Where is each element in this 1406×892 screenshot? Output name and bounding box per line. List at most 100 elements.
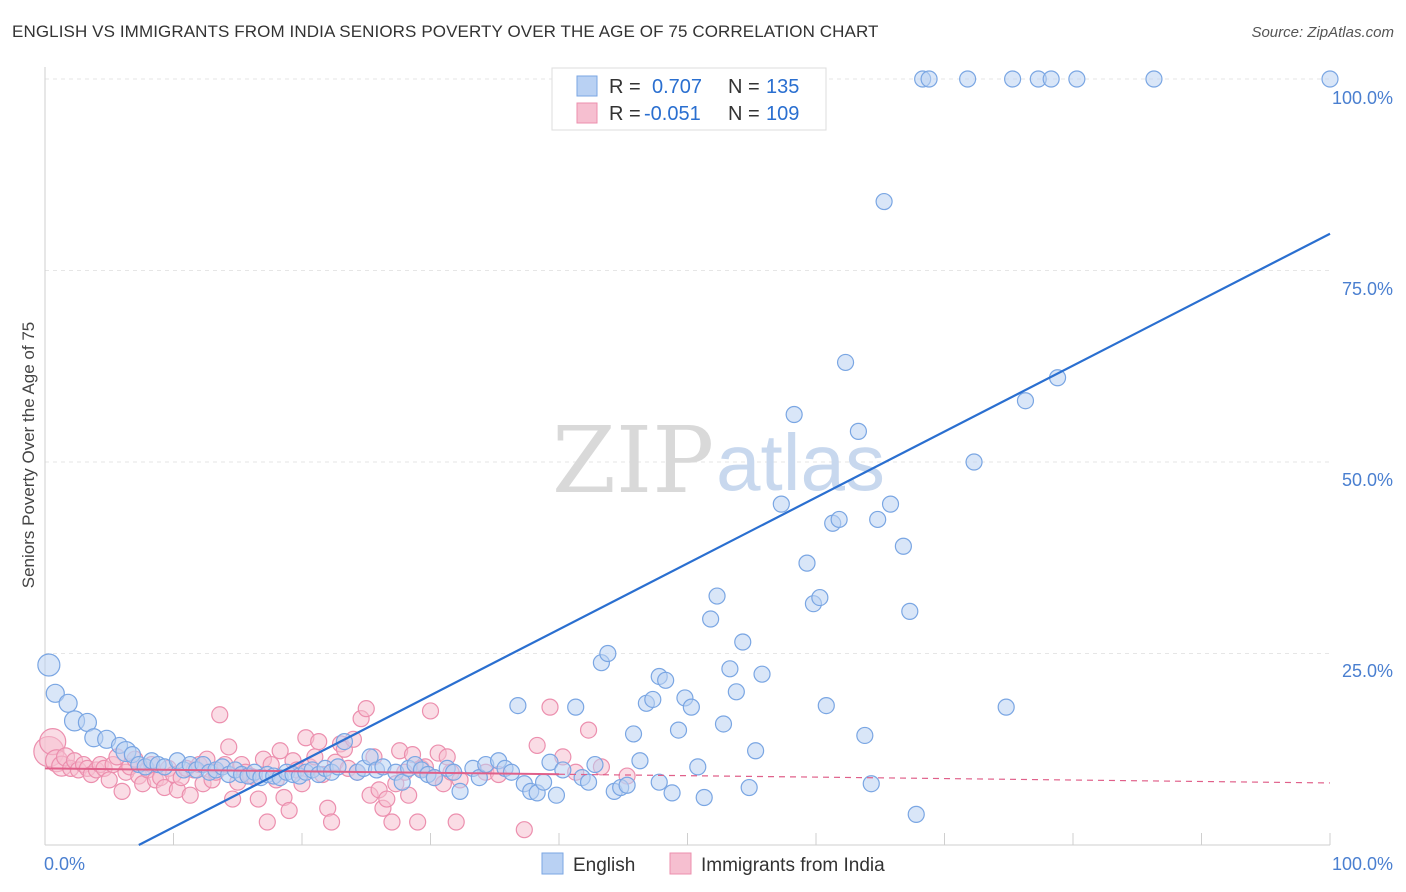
legend-india-swatch <box>576 102 598 124</box>
series-legend: English Immigrants from India <box>541 852 885 876</box>
english-point <box>695 788 713 807</box>
english-point <box>393 773 411 791</box>
india-point <box>378 790 396 808</box>
bottom-legend-english-label: English <box>573 855 635 876</box>
legend-english-swatch <box>576 75 598 97</box>
english-point <box>631 752 649 770</box>
english-point <box>669 721 688 739</box>
english-point <box>869 510 887 529</box>
english-point <box>798 554 816 572</box>
english-point <box>901 602 919 620</box>
bottom-legend-english-swatch <box>541 852 564 875</box>
english-point <box>644 690 662 709</box>
watermark-zip: ZIP <box>552 407 714 514</box>
y-tick-label: 75.0% <box>1342 279 1393 299</box>
india-point <box>515 821 533 839</box>
english-point <box>534 773 553 791</box>
english-point <box>58 693 78 713</box>
english-point <box>862 775 880 793</box>
english-point <box>663 784 681 802</box>
english-point <box>682 698 700 716</box>
english-point <box>1321 70 1339 88</box>
english-point <box>727 683 745 701</box>
legend-english-r-value: 0.707 <box>652 76 702 98</box>
india-point <box>579 721 598 739</box>
source-label: Source: ZipAtlas.com <box>1251 24 1394 41</box>
english-point <box>785 405 803 424</box>
correlation-legend: R = 0.707 N = 135 R = -0.051 N = 109 <box>551 67 827 131</box>
english-point <box>599 644 617 663</box>
english-point <box>567 698 585 716</box>
english-point <box>1016 392 1035 410</box>
english-point <box>817 696 835 715</box>
english-point <box>830 510 848 529</box>
english-point <box>1048 369 1067 387</box>
india-point <box>258 813 276 831</box>
legend-india-r-label: R = <box>609 103 641 125</box>
x-tick-label: 0.0% <box>44 854 85 874</box>
english-point <box>875 192 893 211</box>
legend-english-n-value: 135 <box>766 76 799 98</box>
chart-title: ENGLISH VS IMMIGRANTS FROM INDIA SENIORS… <box>12 22 879 41</box>
india-point <box>113 782 131 800</box>
english-point <box>849 422 868 440</box>
english-point <box>547 786 566 804</box>
y-axis-title: Seniors Poverty Over the Age of 75 <box>19 322 38 588</box>
legend-india-r-value: -0.051 <box>644 103 701 125</box>
x-axis-ticks <box>173 833 1331 845</box>
english-point <box>1004 70 1022 88</box>
english-point <box>734 633 752 651</box>
english-point <box>708 587 726 605</box>
india-point <box>220 738 238 756</box>
english-point <box>959 70 977 88</box>
english-point <box>856 726 874 745</box>
y-tick-label: 50.0% <box>1342 470 1393 490</box>
legend-india-n-label: N = <box>728 103 760 125</box>
india-point <box>271 742 289 760</box>
english-point <box>509 696 527 715</box>
bottom-legend-india-label: Immigrants from India <box>701 855 885 876</box>
india-point <box>528 736 546 755</box>
english-point <box>811 588 829 607</box>
english-point <box>772 495 790 513</box>
legend-english-r-label: R = <box>609 76 641 98</box>
india-point <box>357 700 375 718</box>
english-point <box>714 715 733 733</box>
english-point <box>721 660 739 678</box>
india-point <box>211 706 229 724</box>
english-point <box>579 773 598 791</box>
india-trend-line <box>44 767 560 776</box>
y-tick-label: 100.0% <box>1332 88 1393 108</box>
legend-india-n-value: 109 <box>766 103 799 125</box>
india-point <box>181 786 199 804</box>
english-point <box>997 698 1015 716</box>
india-point <box>541 698 559 716</box>
english-point <box>1068 70 1086 88</box>
india-point <box>100 771 118 789</box>
english-point <box>451 782 469 800</box>
english-point <box>624 725 643 743</box>
y-tick-label: 25.0% <box>1342 661 1393 681</box>
english-point <box>753 665 771 683</box>
india-point <box>383 813 401 831</box>
india-point <box>310 732 328 751</box>
legend-english-n-label: N = <box>728 76 760 98</box>
india-point <box>447 813 465 831</box>
english-point <box>657 671 675 689</box>
english-point <box>881 495 900 513</box>
english-point <box>618 776 636 794</box>
series-english-points <box>37 70 1339 823</box>
india-point <box>322 813 341 831</box>
india-point <box>280 801 298 820</box>
india-trend-line-dashed <box>558 773 1331 784</box>
english-point <box>965 453 983 471</box>
grid-lines <box>45 78 1330 654</box>
english-trend-line <box>138 232 1331 846</box>
english-point <box>747 742 765 760</box>
english-point <box>45 683 65 703</box>
english-point <box>554 761 572 779</box>
english-point <box>1042 70 1060 88</box>
x-tick-label: 100.0% <box>1332 854 1393 874</box>
english-point <box>894 537 912 555</box>
